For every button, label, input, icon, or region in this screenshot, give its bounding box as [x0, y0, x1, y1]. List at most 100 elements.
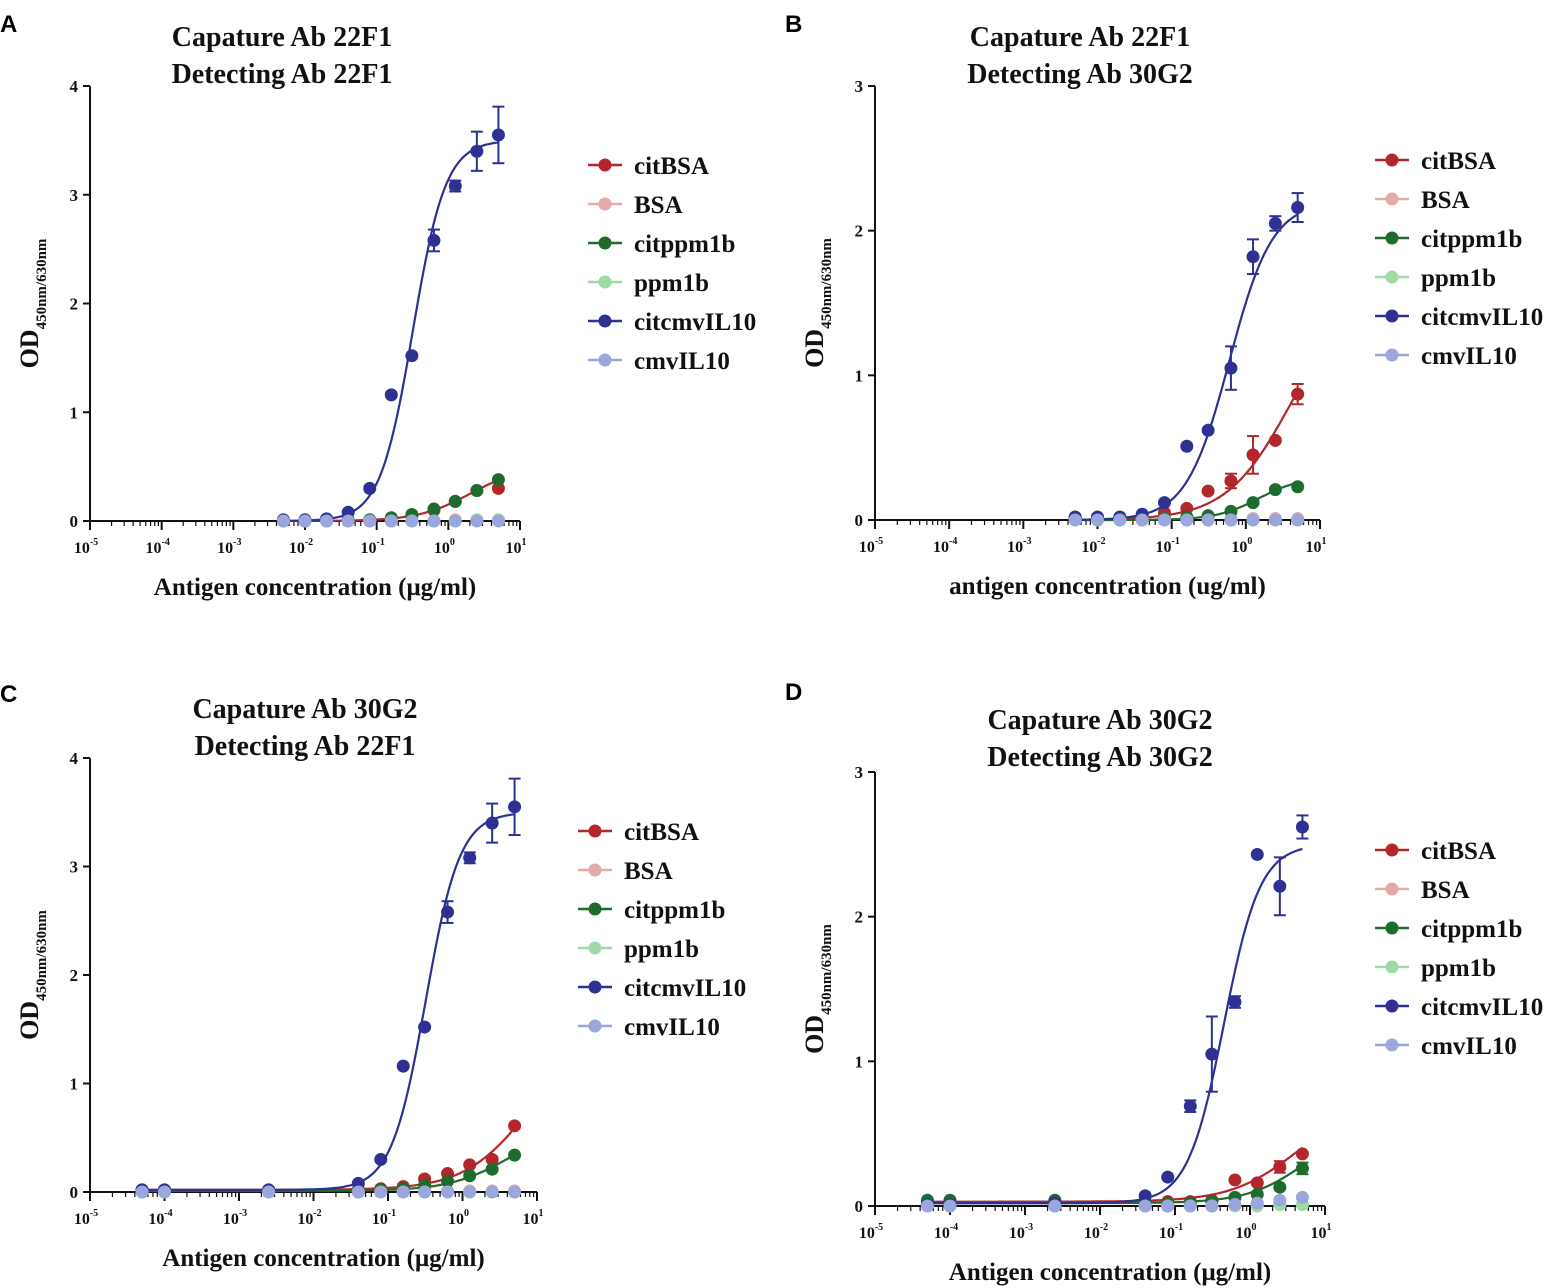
legend-label-cmvIL10: cmvIL10 — [624, 1014, 720, 1041]
data-point-citcmvIL10 — [1157, 496, 1171, 510]
series-citcmvIL10 — [276, 105, 505, 527]
legend-label-citcmvIL10: citcmvIL10 — [1421, 994, 1543, 1021]
data-point-citppm1b — [1246, 496, 1260, 510]
data-point-citBSA — [1273, 1160, 1287, 1174]
data-point-citcmvIL10 — [1295, 820, 1309, 834]
data-point-citBSA — [508, 1119, 522, 1133]
data-point-cmvIL10 — [158, 1185, 171, 1199]
legend-label-citcmvIL10: citcmvIL10 — [1421, 304, 1543, 331]
x-tick-base: 10 — [434, 540, 450, 557]
x-tick-exponent: 1 — [1327, 1222, 1332, 1233]
legend-marker-BSA — [1385, 882, 1399, 896]
x-tick-label: 101 — [506, 537, 527, 557]
x-tick-label: 10-2 — [1084, 1222, 1108, 1242]
x-tick-label: 10-1 — [1159, 1222, 1183, 1242]
legend-marker-citBSA — [588, 824, 602, 838]
x-tick-exponent: 1 — [522, 537, 527, 548]
x-tick-exponent: 0 — [1247, 536, 1252, 547]
data-point-citppm1b — [463, 1169, 477, 1183]
data-point-cmvIL10 — [463, 1185, 477, 1199]
legend-label-citBSA: citBSA — [624, 819, 699, 846]
y-tick-label: 0 — [855, 511, 864, 530]
x-axis-label: Antigen concentration (μg/ml) — [949, 1259, 1271, 1286]
fit-curve-citcmvIL10 — [283, 141, 499, 522]
y-label-subscript: 450nm/630nm — [34, 910, 50, 1001]
y-tick-label: 3 — [855, 77, 864, 96]
data-point-citppm1b — [485, 1162, 499, 1176]
x-tick-label: 100 — [1231, 536, 1252, 556]
chart-title-line2: Detecting Ab 22F1 — [195, 731, 416, 762]
data-point-citcmvIL10 — [1201, 423, 1215, 437]
legend-marker-ppm1b — [588, 941, 602, 955]
y-axis-label: OD450nm/630nm — [15, 238, 50, 368]
data-point-citppm1b — [1295, 1161, 1309, 1175]
data-point-citcmvIL10 — [448, 179, 462, 193]
fit-curve-citcmvIL10 — [142, 813, 515, 1191]
x-tick-label: 10-3 — [1007, 536, 1031, 556]
y-tick-label: 3 — [70, 858, 79, 877]
series-cmvIL10 — [1068, 513, 1305, 527]
y-label-base: OD — [800, 329, 829, 368]
x-tick-exponent: -2 — [313, 1208, 321, 1219]
data-point-citcmvIL10 — [1183, 1099, 1197, 1113]
y-label-base: OD — [15, 1001, 44, 1040]
x-tick-label: 10-3 — [217, 537, 241, 557]
data-point-citcmvIL10 — [1228, 995, 1242, 1009]
y-tick-label: 3 — [70, 186, 79, 205]
data-point-citcmvIL10 — [384, 388, 398, 402]
y-tick-label: 2 — [855, 908, 864, 927]
data-point-citcmvIL10 — [441, 905, 455, 919]
data-point-citcmvIL10 — [1246, 250, 1260, 264]
x-tick-exponent: -4 — [949, 536, 957, 547]
x-axis-label: Antigen concentration (μg/ml) — [162, 1245, 484, 1272]
legend-marker-cmvIL10 — [588, 1019, 602, 1033]
x-tick-base: 10 — [148, 1211, 164, 1228]
data-point-citBSA — [485, 1152, 499, 1166]
y-label-base: OD — [15, 329, 44, 368]
legend-label-cmvIL10: cmvIL10 — [1421, 343, 1517, 370]
x-tick-base: 10 — [145, 540, 161, 557]
data-point-cmvIL10 — [1091, 513, 1104, 527]
data-point-citcmvIL10 — [463, 851, 477, 865]
panel-label: B — [785, 11, 802, 38]
y-label-subscript: 450nm/630nm — [34, 238, 50, 329]
x-tick-label: 10-5 — [859, 1222, 883, 1242]
data-point-citppm1b — [508, 1148, 522, 1162]
data-point-cmvIL10 — [427, 514, 441, 528]
legend-label-citppm1b: citppm1b — [1421, 226, 1522, 253]
series-citBSA — [1068, 383, 1305, 524]
legend-marker-citppm1b — [588, 902, 602, 916]
legend-label-BSA: BSA — [1421, 187, 1470, 214]
x-tick-base: 10 — [74, 1211, 90, 1228]
x-tick-label: 10-5 — [74, 1208, 98, 1228]
legend-marker-ppm1b — [1385, 270, 1399, 284]
data-point-citBSA — [1268, 433, 1282, 447]
legend-marker-citBSA — [1385, 153, 1399, 167]
data-point-cmvIL10 — [920, 1199, 934, 1213]
data-point-cmvIL10 — [1201, 513, 1215, 527]
x-tick-base: 10 — [1231, 539, 1247, 556]
data-point-cmvIL10 — [1161, 1199, 1175, 1213]
legend-marker-citcmvIL10 — [1385, 999, 1399, 1013]
legend: citBSA BSA citppm1b ppm1b citcmvIL10 cmvIL10 — [578, 819, 746, 1041]
data-point-citBSA — [1250, 1176, 1264, 1190]
x-tick-exponent: -5 — [90, 537, 98, 548]
data-point-citppm1b — [441, 1174, 455, 1188]
legend-label-ppm1b: ppm1b — [634, 270, 709, 297]
legend: citBSA BSA citppm1b ppm1b citcmvIL10 cmvIL10 — [1375, 148, 1543, 370]
legend-label-citBSA: citBSA — [1421, 838, 1496, 865]
x-tick-label: 10-2 — [1081, 536, 1105, 556]
series-citBSA — [135, 1119, 522, 1197]
data-point-cmvIL10 — [508, 1185, 522, 1199]
data-point-cmvIL10 — [1138, 1199, 1152, 1213]
data-point-citBSA — [1228, 1173, 1242, 1187]
legend-label-ppm1b: ppm1b — [1421, 955, 1496, 982]
x-tick-exponent: 1 — [1322, 536, 1327, 547]
data-point-citppm1b — [491, 473, 505, 487]
data-point-cmvIL10 — [320, 514, 334, 528]
series-cmvIL10 — [920, 1190, 1309, 1213]
data-point-citBSA — [1246, 448, 1260, 462]
chart-title-line2: Detecting Ab 22F1 — [172, 59, 393, 90]
